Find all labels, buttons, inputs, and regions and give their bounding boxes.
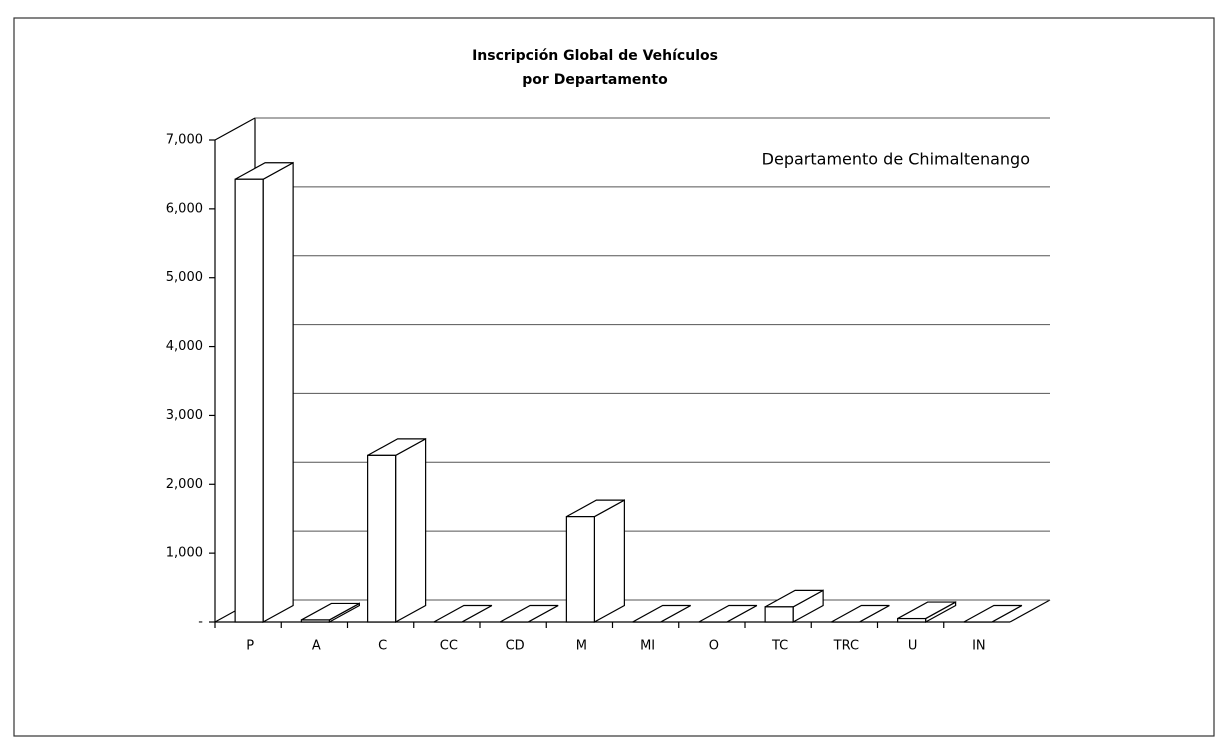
bar-side xyxy=(593,499,625,624)
x-tick-label: MI xyxy=(640,639,655,654)
y-tick-label: 7,000 xyxy=(166,133,203,148)
x-tick-label: TRC xyxy=(833,639,859,654)
bar xyxy=(764,606,794,623)
bar-top xyxy=(632,604,691,623)
x-tick-label: U xyxy=(908,639,918,654)
y-tick-label: 1,000 xyxy=(166,546,203,561)
bar xyxy=(300,619,330,623)
bar-top xyxy=(433,604,493,623)
bar xyxy=(234,178,264,623)
y-tick-label: - xyxy=(198,615,203,630)
bar-top xyxy=(499,604,559,623)
floor-right xyxy=(1009,599,1051,623)
x-tick-label: TC xyxy=(771,639,788,654)
chart-frame xyxy=(13,17,1215,737)
x-tick-label: P xyxy=(246,639,254,654)
bar xyxy=(367,454,397,623)
bar-side xyxy=(262,161,294,624)
x-tick-label: CD xyxy=(506,639,525,654)
bar-top xyxy=(963,604,1023,623)
chart-subtitle: por Departamento xyxy=(522,72,668,88)
bar-top xyxy=(301,602,360,621)
x-tick-label: IN xyxy=(972,639,986,654)
x-tick-label: C xyxy=(378,639,387,654)
x-tick-label: CC xyxy=(440,639,458,654)
bar-top xyxy=(831,604,890,623)
y-tick-label: 2,000 xyxy=(166,477,203,492)
y-tick-label: 5,000 xyxy=(166,270,203,285)
annotation: Departamento de Chimaltenango xyxy=(762,150,1030,169)
y-tick-label: 3,000 xyxy=(166,408,203,423)
y-tick-label: 6,000 xyxy=(166,201,203,216)
bar-side xyxy=(395,437,427,624)
x-tick-label: M xyxy=(576,639,587,654)
x-tick-label: A xyxy=(312,639,321,654)
wall-top-left xyxy=(214,117,256,141)
bar xyxy=(565,516,595,623)
chart-title: Inscripción Global de Vehículos xyxy=(472,48,718,64)
x-tick-label: O xyxy=(709,639,719,654)
bar xyxy=(897,617,927,623)
bar-top xyxy=(698,604,758,623)
y-tick-label: 4,000 xyxy=(166,339,203,354)
